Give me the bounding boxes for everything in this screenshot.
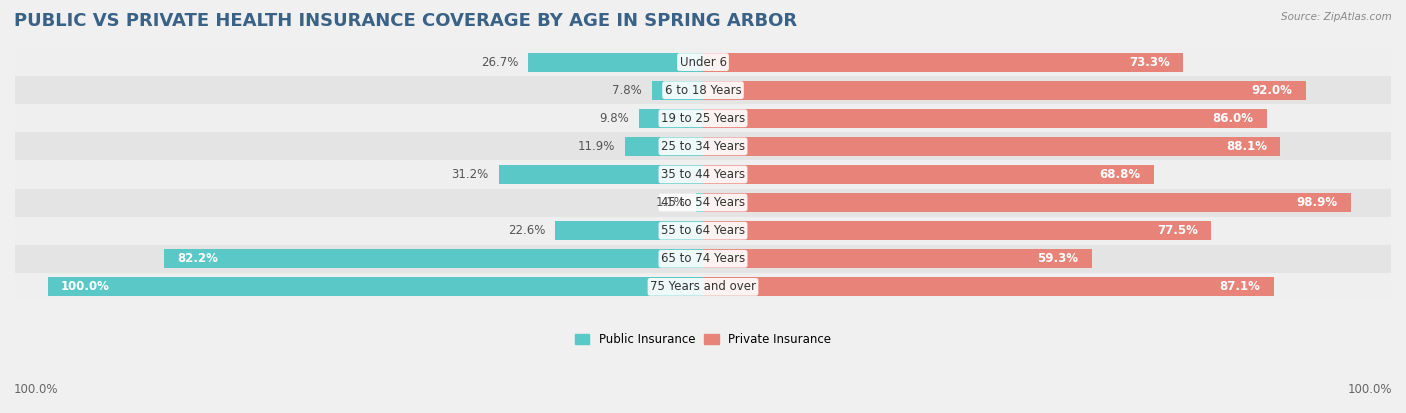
Bar <box>165 249 703 268</box>
Bar <box>703 137 1281 156</box>
Bar <box>15 216 1391 245</box>
Bar <box>638 109 703 128</box>
Bar <box>15 76 1391 104</box>
Bar <box>626 137 703 156</box>
Text: 65 to 74 Years: 65 to 74 Years <box>661 252 745 265</box>
Bar <box>15 273 1391 301</box>
Bar <box>703 193 1351 212</box>
Text: 100.0%: 100.0% <box>60 280 110 293</box>
Bar <box>555 221 703 240</box>
Text: 19 to 25 Years: 19 to 25 Years <box>661 112 745 125</box>
Text: Source: ZipAtlas.com: Source: ZipAtlas.com <box>1281 12 1392 22</box>
Bar <box>15 132 1391 160</box>
Text: 59.3%: 59.3% <box>1038 252 1078 265</box>
Text: 9.8%: 9.8% <box>599 112 628 125</box>
Text: 92.0%: 92.0% <box>1251 84 1292 97</box>
Bar <box>499 165 703 184</box>
Bar <box>15 48 1391 76</box>
Text: Under 6: Under 6 <box>679 56 727 69</box>
Text: 88.1%: 88.1% <box>1226 140 1267 153</box>
Bar <box>15 104 1391 132</box>
Bar <box>703 81 1306 100</box>
Bar <box>703 165 1154 184</box>
Text: PUBLIC VS PRIVATE HEALTH INSURANCE COVERAGE BY AGE IN SPRING ARBOR: PUBLIC VS PRIVATE HEALTH INSURANCE COVER… <box>14 12 797 31</box>
Bar <box>703 277 1274 297</box>
Text: 7.8%: 7.8% <box>612 84 643 97</box>
Bar <box>703 249 1091 268</box>
Text: 26.7%: 26.7% <box>481 56 519 69</box>
Text: 22.6%: 22.6% <box>508 224 546 237</box>
Bar <box>529 52 703 71</box>
Bar <box>703 109 1267 128</box>
Bar <box>652 81 703 100</box>
Text: 45 to 54 Years: 45 to 54 Years <box>661 196 745 209</box>
Legend: Public Insurance, Private Insurance: Public Insurance, Private Insurance <box>571 328 835 351</box>
Bar <box>15 245 1391 273</box>
Text: 6 to 18 Years: 6 to 18 Years <box>665 84 741 97</box>
Bar <box>15 160 1391 188</box>
Text: 31.2%: 31.2% <box>451 168 489 181</box>
Text: 100.0%: 100.0% <box>1347 384 1392 396</box>
Text: 77.5%: 77.5% <box>1157 224 1198 237</box>
Bar <box>703 52 1184 71</box>
Bar <box>48 277 703 297</box>
Text: 1.1%: 1.1% <box>657 196 686 209</box>
Text: 68.8%: 68.8% <box>1099 168 1140 181</box>
Text: 100.0%: 100.0% <box>14 384 59 396</box>
Text: 87.1%: 87.1% <box>1220 280 1261 293</box>
Bar <box>703 221 1211 240</box>
Text: 75 Years and over: 75 Years and over <box>650 280 756 293</box>
Text: 98.9%: 98.9% <box>1296 196 1339 209</box>
Text: 25 to 34 Years: 25 to 34 Years <box>661 140 745 153</box>
Text: 82.2%: 82.2% <box>177 252 218 265</box>
Text: 86.0%: 86.0% <box>1212 112 1253 125</box>
Text: 11.9%: 11.9% <box>578 140 616 153</box>
Bar <box>15 188 1391 216</box>
Text: 55 to 64 Years: 55 to 64 Years <box>661 224 745 237</box>
Text: 73.3%: 73.3% <box>1129 56 1170 69</box>
Bar <box>696 193 703 212</box>
Text: 35 to 44 Years: 35 to 44 Years <box>661 168 745 181</box>
